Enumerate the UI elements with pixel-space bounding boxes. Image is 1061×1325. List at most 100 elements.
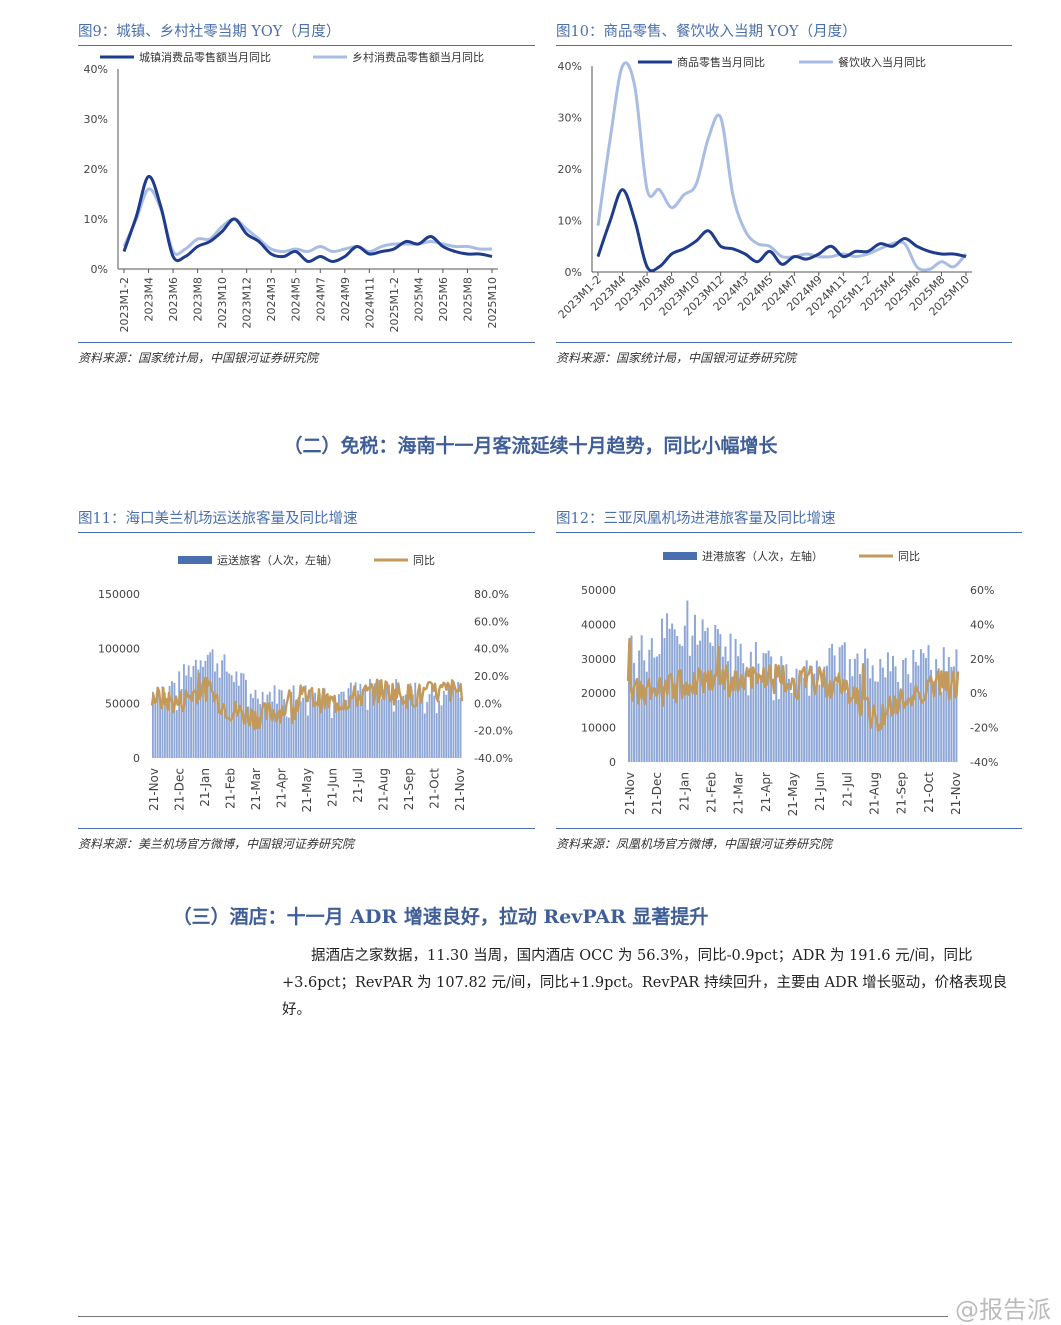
fig11-bar bbox=[433, 696, 435, 758]
fig12-bar bbox=[788, 679, 790, 762]
fig12-bar bbox=[912, 650, 914, 762]
fig11-bar bbox=[438, 701, 440, 758]
fig9-x-tick: 2025M10 bbox=[486, 277, 499, 328]
fig11-legend-bar: 运送旅客（人次，左轴） bbox=[217, 553, 338, 567]
fig11-bar bbox=[262, 692, 264, 758]
fig9-y-tick: 20% bbox=[84, 163, 108, 176]
fig11-x-tick: 21-Sep bbox=[402, 768, 416, 810]
fig11-bar bbox=[398, 700, 400, 758]
fig12-bar bbox=[747, 695, 749, 762]
fig9-x-tick: 2023M1-2 bbox=[118, 277, 131, 332]
fig12-bar bbox=[917, 665, 919, 762]
fig11-bar bbox=[212, 649, 214, 758]
fig11-bar bbox=[154, 699, 156, 758]
fig9-legend-b: 乡村消费品零售额当月同比 bbox=[352, 50, 484, 64]
fig11-right-tick: 80.0% bbox=[474, 588, 509, 601]
fig11-bar bbox=[386, 685, 388, 758]
fig12-bar bbox=[656, 656, 658, 762]
fig11-x-tick: 21-Apr bbox=[275, 768, 289, 808]
fig11-x-tick: 21-Aug bbox=[377, 768, 391, 811]
fig11-x-tick: 21-Jul bbox=[351, 768, 365, 803]
fig12-bar bbox=[864, 649, 866, 762]
fig12-bar bbox=[801, 672, 803, 762]
fig11-bar bbox=[193, 666, 195, 758]
fig11-bar bbox=[228, 674, 230, 758]
fig11-bar bbox=[369, 679, 371, 758]
fig12-bar bbox=[905, 658, 907, 762]
fig9-x-tick: 2023M4 bbox=[143, 277, 156, 321]
fig12-left-tick: 0 bbox=[609, 756, 616, 769]
fig12-right-tick: 60% bbox=[970, 584, 994, 597]
fig11-bar bbox=[436, 713, 438, 758]
fig11-bar bbox=[233, 682, 235, 758]
fig12-right-tick: 40% bbox=[970, 618, 994, 631]
fig12-bar bbox=[796, 669, 798, 762]
fig11-bar bbox=[381, 699, 383, 758]
fig11-bar bbox=[414, 683, 416, 758]
fig11-bar bbox=[340, 692, 342, 758]
fig12-bar bbox=[704, 631, 706, 762]
fig12-bar bbox=[653, 658, 655, 762]
fig12-bar bbox=[712, 646, 714, 762]
fig11-bar bbox=[457, 682, 459, 758]
fig12-bar bbox=[841, 645, 843, 762]
fig11-bar bbox=[300, 701, 302, 758]
fig12-bar bbox=[826, 666, 828, 762]
fig9-y-tick: 0% bbox=[91, 263, 108, 276]
fig11-bar bbox=[402, 696, 404, 758]
fig10-series-b bbox=[598, 63, 966, 270]
fig12-bar bbox=[724, 647, 726, 762]
fig11-bar bbox=[309, 689, 311, 758]
fig12-bar bbox=[922, 653, 924, 762]
fig12-bar bbox=[808, 696, 810, 762]
fig12-right-tick: 20% bbox=[970, 653, 994, 666]
fig12-bar bbox=[658, 654, 660, 762]
fig12-bar bbox=[849, 659, 851, 762]
fig11-bar bbox=[302, 698, 304, 758]
fig12-x-tick: 21-Dec bbox=[650, 772, 664, 815]
fig11-bar bbox=[166, 704, 168, 758]
fig11-x-tick: 21-Mar bbox=[249, 768, 263, 810]
fig12-right-tick: -40% bbox=[970, 756, 998, 769]
fig12-bar bbox=[925, 658, 927, 762]
fig12-bar bbox=[679, 644, 681, 762]
fig11-chart: 运送旅客（人次，左轴） 同比 050000100000150000-40.0%-… bbox=[78, 532, 535, 822]
fig12-bar bbox=[940, 692, 942, 762]
fig9-x-tick: 2024M5 bbox=[290, 277, 303, 321]
fig9-x-tick: 2024M7 bbox=[314, 277, 327, 321]
fig12-bar bbox=[707, 628, 709, 762]
fig12-bar bbox=[910, 683, 912, 762]
fig12-bar bbox=[681, 646, 683, 762]
fig11-bar bbox=[286, 716, 288, 758]
fig11-x-tick: 21-Oct bbox=[428, 768, 442, 809]
fig11-bar bbox=[400, 697, 402, 758]
fig11-bar bbox=[431, 685, 433, 758]
fig12-bar bbox=[699, 641, 701, 762]
fig12-bar bbox=[829, 648, 831, 762]
fig12-bar bbox=[889, 671, 891, 762]
fig11-bar bbox=[209, 652, 211, 758]
fig12-bar bbox=[669, 629, 671, 762]
fig12-right-tick: 0% bbox=[970, 687, 987, 700]
fig10-source: 资料来源：国家统计局，中国银河证券研究院 bbox=[556, 342, 1012, 366]
fig11-bar bbox=[445, 695, 447, 758]
fig12-bar bbox=[839, 647, 841, 762]
fig9-x-tick: 2023M8 bbox=[192, 277, 205, 321]
section-heading-duty-free: （二）免税：海南十一月客流延续十月趋势，同比小幅增长 bbox=[0, 431, 1061, 458]
fig12-x-tick: 21-Nov bbox=[949, 772, 963, 815]
fig12-left-tick: 40000 bbox=[581, 618, 616, 631]
fig11-bar bbox=[176, 710, 178, 758]
fig12-bar bbox=[943, 647, 945, 762]
fig11-x-tick: 21-May bbox=[300, 768, 314, 812]
fig12-bar bbox=[740, 644, 742, 762]
fig9-x-tick: 2024M3 bbox=[265, 277, 278, 321]
fig12-chart: 进港旅客（人次，左轴） 同比 0100002000030000400005000… bbox=[556, 532, 1022, 822]
fig12-bar bbox=[834, 655, 836, 762]
fig11-bar bbox=[307, 715, 309, 758]
fig11-x-tick: 21-Dec bbox=[173, 768, 187, 811]
fig11-bar bbox=[367, 710, 369, 758]
fig12-bar bbox=[920, 649, 922, 762]
fig12-x-tick: 21-Nov bbox=[623, 772, 637, 815]
fig11-bar bbox=[350, 683, 352, 758]
fig12-bar bbox=[955, 649, 957, 762]
